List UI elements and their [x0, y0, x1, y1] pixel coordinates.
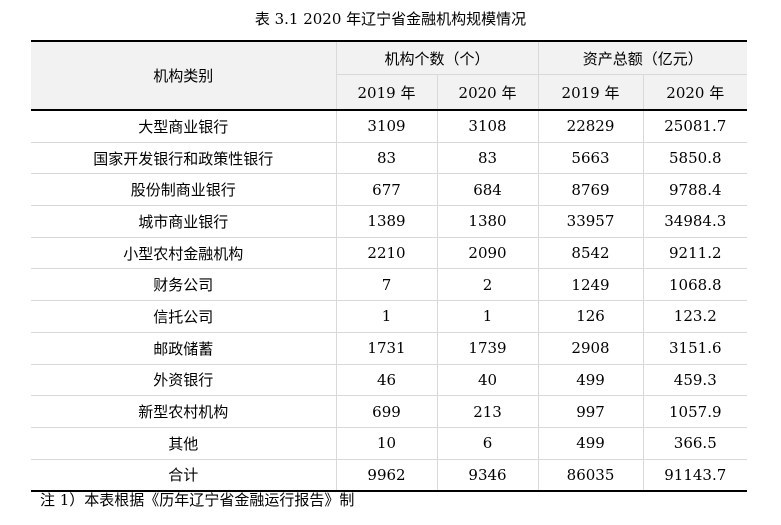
- cell-count-2019: 9962: [335, 459, 437, 493]
- source-note: 注 1）本表根据《历年辽宁省金融运行报告》制: [40, 491, 355, 509]
- row-category: 新型农村机构: [31, 395, 336, 428]
- cell-assets-2020: 5850.8: [642, 142, 748, 175]
- cell-count-2020: 40: [436, 364, 539, 397]
- cell-count-2020: 83: [436, 142, 539, 175]
- row-category: 国家开发银行和政策性银行: [31, 142, 336, 175]
- cell-assets-2019: 8769: [537, 173, 644, 207]
- table-row: 信托公司 1 1 126 123.2: [31, 300, 748, 333]
- row-category: 信托公司: [31, 300, 336, 333]
- cell-count-2019: 10: [335, 427, 437, 460]
- row-category: 股份制商业银行: [31, 173, 336, 207]
- cell-count-2019: 7: [335, 268, 437, 302]
- cell-count-2020: 1380: [436, 205, 539, 238]
- table-row: 城市商业银行 1389 1380 33957 34984.3: [31, 205, 748, 238]
- row-category: 邮政储蓄: [31, 332, 336, 365]
- table-row: 其他 10 6 499 366.5: [31, 427, 748, 460]
- table-row: 小型农村金融机构 2210 2090 8542 9211.2: [31, 237, 748, 270]
- header-year-count-2020: 2020 年: [436, 74, 539, 111]
- table-row: 新型农村机构 699 213 997 1057.9: [31, 395, 748, 428]
- cell-count-2019: 83: [335, 142, 437, 175]
- header-year-assets-2020: 2020 年: [642, 74, 748, 111]
- table-caption: 表 3.1 2020 年辽宁省金融机构规模情况: [254, 10, 527, 28]
- cell-assets-2020: 34984.3: [642, 205, 748, 238]
- cell-assets-2020: 1057.9: [642, 395, 748, 428]
- cell-count-2019: 1: [335, 300, 437, 333]
- header-category: 机构类别: [31, 40, 336, 111]
- cell-assets-2020: 9211.2: [642, 237, 748, 270]
- table-row: 外资银行 46 40 499 459.3: [31, 364, 748, 397]
- header-year-count-2019: 2019 年: [335, 74, 437, 111]
- cell-count-2019: 1389: [335, 205, 437, 238]
- table-row: 股份制商业银行 677 684 8769 9788.4: [31, 173, 748, 207]
- table-row: 邮政储蓄 1731 1739 2908 3151.6: [31, 332, 748, 365]
- cell-count-2019: 3109: [335, 110, 437, 143]
- cell-assets-2019: 1249: [537, 268, 644, 302]
- header-year-assets-2019: 2019 年: [537, 74, 644, 111]
- cell-count-2020: 3108: [436, 110, 539, 143]
- cell-count-2020: 213: [436, 395, 539, 428]
- cell-assets-2019: 86035: [537, 459, 644, 493]
- cell-assets-2019: 2908: [537, 332, 644, 365]
- cell-count-2020: 1: [436, 300, 539, 333]
- cell-assets-2019: 126: [537, 300, 644, 333]
- table-row: 财务公司 7 2 1249 1068.8: [31, 268, 748, 302]
- header-group-assets: 资产总额（亿元）: [537, 40, 748, 75]
- cell-assets-2019: 499: [537, 427, 644, 460]
- cell-assets-2020: 9788.4: [642, 173, 748, 207]
- header-group-count: 机构个数（个）: [335, 40, 539, 75]
- cell-assets-2019: 499: [537, 364, 644, 397]
- cell-count-2019: 699: [335, 395, 437, 428]
- row-category: 财务公司: [31, 268, 336, 302]
- table-body: 大型商业银行 3109 3108 22829 25081.7 国家开发银行和政策性银行 83…: [31, 110, 748, 493]
- cell-assets-2019: 22829: [537, 110, 644, 143]
- row-category: 合计: [31, 459, 336, 493]
- cell-count-2019: 2210: [335, 237, 437, 270]
- cell-count-2020: 2090: [436, 237, 539, 270]
- row-category: 外资银行: [31, 364, 336, 397]
- cell-count-2020: 1739: [436, 332, 539, 365]
- cell-assets-2019: 8542: [537, 237, 644, 270]
- cell-assets-2020: 1068.8: [642, 268, 748, 302]
- cell-count-2020: 9346: [436, 459, 539, 493]
- cell-assets-2020: 459.3: [642, 364, 748, 397]
- cell-count-2019: 46: [335, 364, 437, 397]
- cell-count-2020: 2: [436, 268, 539, 302]
- cell-assets-2020: 123.2: [642, 300, 748, 333]
- table-row: 大型商业银行 3109 3108 22829 25081.7: [31, 110, 748, 143]
- cell-count-2019: 677: [335, 173, 437, 207]
- cell-count-2020: 6: [436, 427, 539, 460]
- cell-assets-2019: 997: [537, 395, 644, 428]
- institution-scale-table: 机构类别 机构个数（个） 资产总额（亿元） 2019 年 2020 年 2019…: [31, 40, 748, 493]
- table-row: 合计 9962 9346 86035 91143.7: [31, 459, 748, 493]
- cell-assets-2020: 3151.6: [642, 332, 748, 365]
- cell-count-2019: 1731: [335, 332, 437, 365]
- row-category: 其他: [31, 427, 336, 460]
- cell-assets-2020: 91143.7: [642, 459, 748, 493]
- table-row: 国家开发银行和政策性银行 83 83 5663 5850.8: [31, 142, 748, 175]
- cell-count-2020: 684: [436, 173, 539, 207]
- cell-assets-2020: 25081.7: [642, 110, 748, 143]
- row-category: 小型农村金融机构: [31, 237, 336, 270]
- cell-assets-2020: 366.5: [642, 427, 748, 460]
- cell-assets-2019: 33957: [537, 205, 644, 238]
- cell-assets-2019: 5663: [537, 142, 644, 175]
- row-category: 大型商业银行: [31, 110, 336, 143]
- row-category: 城市商业银行: [31, 205, 336, 238]
